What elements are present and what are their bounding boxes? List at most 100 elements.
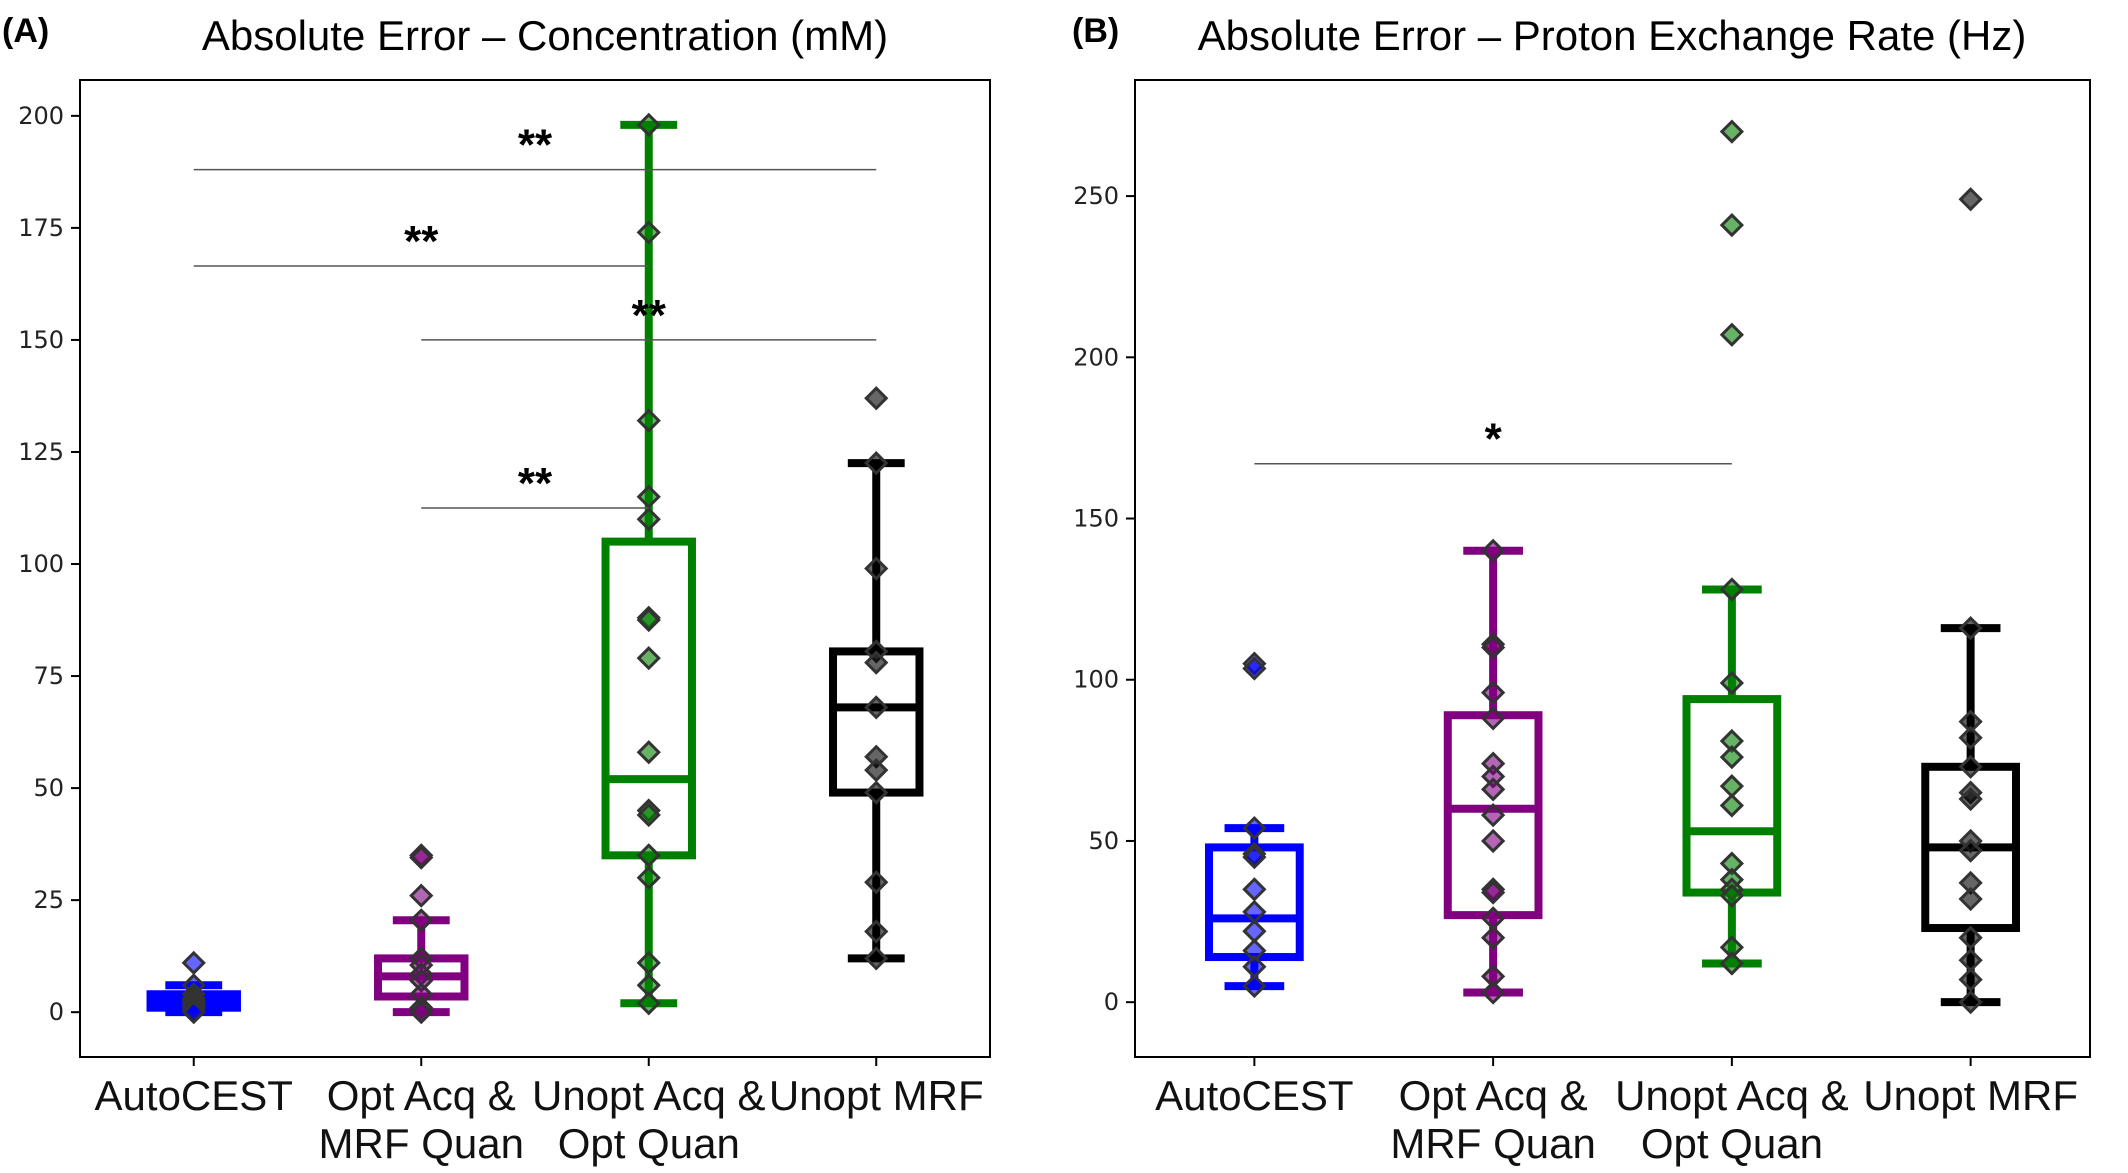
data-point — [1242, 656, 1267, 681]
panel-title: Absolute Error – Proton Exchange Rate (H… — [1198, 12, 2027, 59]
data-point — [1481, 828, 1506, 854]
data-point — [1481, 803, 1506, 828]
data-point — [864, 451, 889, 476]
data-point — [636, 802, 661, 828]
data-point — [636, 484, 661, 509]
data-point — [636, 991, 661, 1016]
data-point — [636, 607, 661, 633]
data-point — [409, 883, 434, 908]
significance-label: * — [1485, 415, 1503, 464]
box-1 — [1205, 651, 1304, 999]
y-tick-label: 0 — [1104, 988, 1119, 1016]
data-point — [636, 408, 661, 433]
x-tick-label: Opt Acq & MRF Quan — [1390, 1072, 1595, 1167]
y-tick-label: 150 — [18, 326, 64, 354]
data-point — [864, 919, 889, 944]
data-point — [1958, 838, 1983, 863]
data-point — [1481, 538, 1506, 563]
data-point — [181, 1000, 206, 1025]
significance-label: ** — [518, 121, 553, 170]
y-tick-label: 75 — [33, 662, 64, 690]
data-point — [636, 220, 661, 245]
y-tick-label: 25 — [33, 886, 64, 914]
box-2 — [374, 843, 469, 1025]
x-tick-label-line: Unopt MRF — [1863, 1072, 2078, 1119]
data-point — [1719, 745, 1744, 770]
data-point — [636, 112, 661, 137]
data-point — [1719, 793, 1744, 818]
x-tick-label: Unopt MRF — [769, 1072, 984, 1119]
box-2 — [1443, 538, 1543, 1005]
data-point — [1958, 925, 1983, 950]
data-point — [1719, 670, 1744, 696]
data-point — [409, 1000, 434, 1025]
x-tick-label-line: MRF Quan — [319, 1120, 524, 1167]
x-tick-label-line: Unopt Acq & — [1615, 1072, 1848, 1119]
data-point — [1958, 786, 1983, 812]
data-point — [409, 845, 434, 870]
x-tick-label-line: Opt Acq & — [1399, 1072, 1588, 1119]
data-point — [1242, 815, 1267, 841]
panel-letter: (A) — [2, 12, 49, 50]
data-point — [1481, 925, 1506, 950]
data-point — [409, 908, 434, 933]
data-point — [1481, 777, 1506, 802]
y-tick-label: 0 — [49, 998, 64, 1026]
box-4 — [829, 386, 924, 971]
data-point — [1958, 886, 1983, 912]
data-point — [1719, 951, 1744, 976]
box-1 — [146, 950, 241, 1025]
box-4 — [1921, 187, 2020, 1015]
x-tick-label-line: Unopt Acq & — [532, 1072, 765, 1119]
x-tick-label: Unopt Acq & Opt Quan — [532, 1072, 765, 1167]
data-point — [1958, 725, 1983, 750]
data-point — [636, 865, 661, 890]
data-point — [864, 650, 889, 675]
data-point — [1958, 754, 1983, 779]
significance-label: ** — [632, 291, 667, 340]
data-point — [181, 950, 206, 976]
y-tick-label: 50 — [33, 774, 64, 802]
x-tick-label-line: Unopt MRF — [769, 1072, 984, 1119]
y-tick-label: 175 — [18, 214, 64, 242]
data-point — [1242, 877, 1267, 902]
panel-letter: (B) — [1072, 12, 1119, 50]
x-tick-label: AutoCEST — [95, 1072, 293, 1119]
panel-a: (A) Absolute Error – Concentration (mM) 0 2… — [2, 12, 991, 1167]
y-tick-label: 200 — [18, 102, 64, 130]
x-tick-label: Unopt Acq & Opt Quan — [1615, 1072, 1848, 1167]
data-point — [1481, 980, 1506, 1005]
data-point — [1481, 706, 1506, 731]
data-point — [1719, 322, 1744, 347]
data-point — [864, 870, 889, 895]
data-point — [636, 740, 661, 765]
data-point — [1242, 919, 1267, 944]
data-point — [1719, 577, 1744, 602]
data-point — [636, 950, 661, 976]
y-tick-label: 125 — [18, 438, 64, 466]
data-point — [864, 386, 889, 411]
data-point — [1481, 880, 1506, 905]
data-point — [1242, 973, 1267, 999]
y-tick-label: 200 — [1073, 343, 1119, 371]
box-3 — [1682, 119, 1782, 976]
y-tick-label: 100 — [18, 550, 64, 578]
y-tick-label: 150 — [1073, 505, 1119, 533]
data-point — [1719, 119, 1744, 144]
significance-label: ** — [518, 459, 553, 508]
data-point — [1958, 990, 1983, 1015]
data-point — [1481, 635, 1506, 660]
significance-label: ** — [404, 217, 439, 266]
data-point — [1958, 187, 1983, 212]
x-tick-label: Opt Acq & MRF Quan — [319, 1072, 524, 1167]
y-tick-label: 50 — [1088, 827, 1119, 855]
y-tick-label: 250 — [1073, 182, 1119, 210]
plot-frame — [1134, 79, 2091, 1058]
box-3 — [601, 112, 696, 1016]
data-point — [636, 843, 661, 868]
data-point — [1242, 844, 1267, 870]
data-point — [864, 780, 889, 805]
data-point — [1719, 883, 1744, 908]
plot-frame — [79, 79, 991, 1058]
